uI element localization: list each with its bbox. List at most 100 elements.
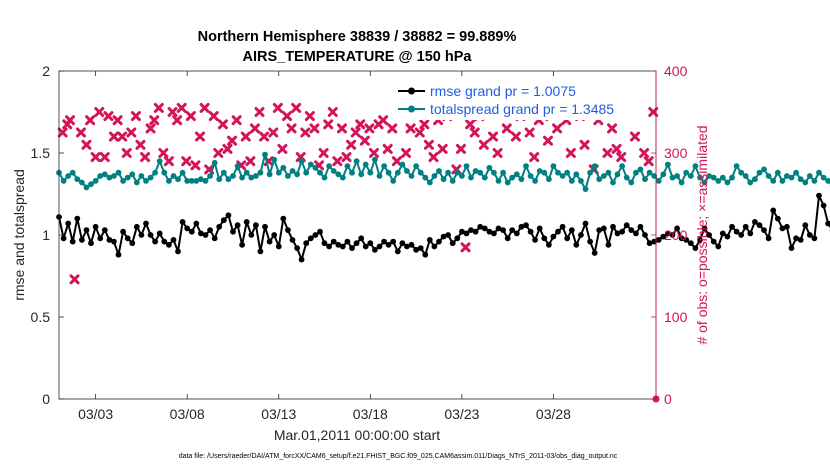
rmse-point-37 — [225, 212, 232, 219]
rmse-point-18 — [138, 232, 145, 238]
rmse-point-13 — [115, 251, 122, 258]
totalspread-point-131 — [655, 178, 662, 184]
rmse-point-84 — [440, 233, 447, 240]
totalspread-point-128 — [642, 176, 648, 183]
rmse-point-35 — [216, 223, 223, 230]
totalspread-point-91 — [472, 168, 479, 174]
obs-marker-76 — [405, 123, 416, 134]
rmse-point-5 — [79, 237, 85, 243]
totalspread-point-3 — [69, 169, 76, 176]
rmse-point-155 — [765, 235, 772, 242]
totalspread-point-136 — [678, 179, 685, 186]
rmse-point-137 — [683, 237, 690, 243]
totalspread-point-4 — [74, 176, 81, 183]
legend-spread-label: totalspread grand pr = 1.3485 — [430, 101, 614, 117]
rmse-point-49 — [280, 215, 287, 222]
rmse-point-19 — [143, 220, 149, 227]
rmse-point-135 — [674, 225, 680, 232]
rmse-point-93 — [481, 225, 488, 232]
obs-marker-23 — [163, 156, 174, 167]
obs-marker-8 — [94, 107, 105, 117]
x-tick-label-3: 03/18 — [353, 406, 388, 422]
rmse-point-157 — [774, 215, 781, 222]
totalspread-point-152 — [752, 176, 758, 183]
obs-marker-64 — [350, 127, 361, 138]
totalspread-point-124 — [623, 174, 630, 181]
obs-marker-20 — [149, 115, 160, 126]
rmse-point-116 — [587, 238, 593, 245]
obs-marker-122 — [616, 152, 627, 163]
rmse-point-165 — [811, 235, 818, 242]
rmse-point-141 — [701, 225, 708, 232]
totalspread-point-25 — [170, 173, 177, 179]
rmse-point-97 — [500, 227, 506, 234]
totalspread-point-32 — [202, 178, 209, 184]
rmse-point-21 — [152, 238, 159, 245]
totalspread-point-142 — [706, 173, 712, 179]
y-axis-left-ticks: 0 0.5 1 1.5 2 — [31, 63, 64, 407]
totalspread-point-57 — [317, 169, 323, 176]
obs-count-series — [57, 94, 660, 403]
totalspread-point-63 — [344, 163, 351, 170]
rmse-point-1 — [60, 235, 67, 242]
rmse-point-167 — [820, 202, 827, 209]
rmse-point-32 — [202, 232, 209, 238]
rmse-point-140 — [697, 237, 703, 243]
obs-marker-17 — [135, 139, 146, 150]
totalspread-point-24 — [166, 178, 172, 184]
x-tick-label-1: 03/08 — [170, 406, 205, 422]
rmse-point-163 — [802, 222, 809, 229]
totalspread-point-99 — [509, 174, 516, 181]
obs-marker-10 — [103, 111, 114, 122]
totalspread-point-43 — [253, 173, 259, 179]
totalspread-point-6 — [83, 184, 90, 191]
totalspread-point-31 — [198, 176, 204, 183]
totalspread-point-52 — [294, 171, 300, 178]
rmse-point-156 — [770, 207, 777, 214]
totalspread-point-93 — [481, 174, 488, 181]
y-axis-left-label: rmse and totalspread — [11, 169, 27, 301]
totalspread-point-108 — [550, 163, 557, 170]
rmse-point-9 — [97, 235, 104, 242]
totalspread-point-7 — [88, 181, 94, 188]
totalspread-point-89 — [463, 163, 470, 170]
totalspread-point-118 — [596, 176, 603, 183]
rmse-point-4 — [74, 215, 81, 222]
obs-marker-33 — [208, 111, 219, 122]
rmse-point-134 — [669, 232, 676, 238]
rmse-point-50 — [285, 227, 291, 234]
rmse-point-36 — [220, 217, 227, 224]
rmse-point-90 — [468, 227, 474, 234]
totalspread-point-101 — [518, 176, 525, 183]
rmse-line — [58, 194, 830, 261]
totalspread-point-75 — [399, 161, 406, 168]
legend-spread-marker — [408, 105, 415, 113]
rmse-point-20 — [147, 232, 154, 238]
totalspread-point-168 — [825, 178, 830, 184]
rmse-point-161 — [793, 235, 799, 242]
totalspread-point-10 — [101, 171, 108, 178]
totalspread-point-139 — [692, 163, 699, 170]
totalspread-point-77 — [408, 173, 415, 179]
obs-marker-58 — [323, 119, 334, 130]
totalspread-point-66 — [358, 171, 365, 178]
totalspread-point-155 — [765, 173, 772, 179]
rmse-point-83 — [436, 238, 442, 245]
obs-marker-103 — [529, 152, 540, 163]
obs-marker-13 — [117, 131, 128, 142]
totalspread-point-100 — [513, 171, 520, 178]
rmse-point-109 — [555, 228, 561, 235]
rmse-point-139 — [692, 245, 699, 252]
totalspread-point-35 — [216, 176, 223, 183]
totalspread-point-97 — [500, 169, 506, 176]
rmse-point-136 — [678, 235, 685, 242]
totalspread-point-19 — [143, 178, 149, 184]
totalspread-point-160 — [788, 174, 795, 181]
obs-marker-55 — [309, 123, 320, 134]
rmse-point-123 — [619, 228, 625, 235]
totalspread-point-86 — [449, 178, 456, 184]
totalspread-point-163 — [802, 179, 809, 186]
obs-marker-0 — [57, 127, 68, 138]
rmse-point-124 — [623, 222, 630, 229]
totalspread-point-79 — [417, 169, 424, 176]
